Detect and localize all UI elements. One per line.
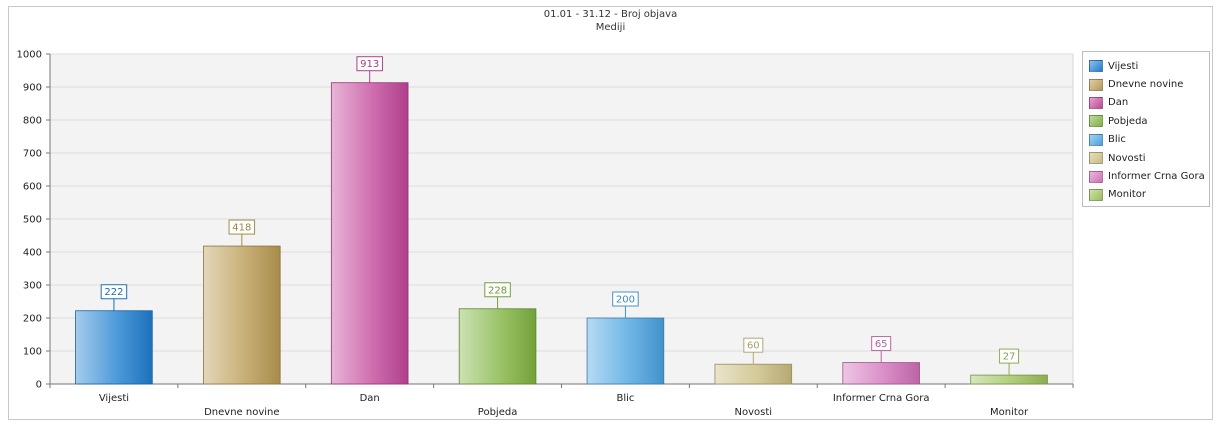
bar-dan (330, 82, 409, 385)
legend-label: Dan (1108, 97, 1129, 109)
legend-item: Informer Crna Gora (1089, 167, 1209, 185)
legend-label: Novosti (1108, 152, 1146, 164)
data-label: 228 (488, 285, 507, 296)
data-label-box (356, 56, 383, 72)
data-label-box (228, 219, 256, 235)
x-tick-label: Novosti (735, 407, 773, 418)
data-label-box (612, 291, 639, 307)
bar-monitor (970, 374, 1048, 385)
legend-swatch (1089, 78, 1103, 91)
data-label-box (100, 284, 128, 300)
y-tick-label: 1000 (17, 50, 42, 61)
axes: 0 100 200 300 400 500 600 700 800 900 1000 Vijesti D… (17, 50, 1074, 418)
y-tick-label: 300 (23, 281, 42, 292)
chart-title: 01.01 - 31.12 - Broj objava (543, 9, 678, 20)
x-tick-label: Monitor (990, 407, 1029, 418)
x-tick-label: Dnevne novine (204, 407, 279, 418)
legend-item: Dan (1089, 94, 1209, 112)
y-tick-label: 600 (23, 182, 42, 193)
y-tick-label: 200 (23, 314, 42, 325)
legend-item: Novosti (1089, 149, 1209, 167)
data-label: 222 (104, 287, 123, 298)
data-label: 418 (232, 223, 251, 234)
chart-subtitle: Mediji (595, 22, 626, 33)
legend-swatch (1089, 60, 1103, 73)
bar-vijesti (75, 310, 153, 385)
legend-item: Pobjeda (1089, 112, 1209, 130)
data-label: 27 (1003, 352, 1016, 363)
x-tick-label: Pobjeda (478, 407, 518, 418)
data-label: 913 (360, 59, 379, 70)
legend-label: Informer Crna Gora (1108, 171, 1205, 183)
data-label-box (871, 336, 892, 352)
legend-swatch (1089, 115, 1103, 128)
legend-swatch (1089, 170, 1103, 183)
bar-informer-crna-gora (842, 362, 920, 385)
bar-pobjeda (458, 308, 537, 385)
legend-item: Dnevne novine (1089, 75, 1209, 93)
legend-item: Blic (1089, 131, 1209, 149)
legend-item: Monitor (1089, 186, 1209, 204)
y-tick-label: 100 (23, 347, 42, 358)
legend: Vijesti Dnevne novine Dan Pobjeda Blic Novost… (1082, 51, 1210, 207)
legend-swatch (1089, 133, 1103, 146)
x-tick-label: Vijesti (99, 393, 129, 404)
legend-swatch (1089, 152, 1103, 165)
legend-label: Vijesti (1108, 60, 1139, 72)
data-label: 200 (616, 295, 635, 306)
y-tick-label: 500 (23, 215, 42, 226)
chart-header: 01.01 - 31.12 - Broj objava Mediji (0, 8, 1221, 34)
data-label-box (743, 337, 764, 353)
legend-swatch (1089, 96, 1103, 109)
legend-item: Vijesti (1089, 57, 1209, 75)
y-tick-label: 800 (23, 116, 42, 127)
data-label: 60 (747, 341, 760, 352)
y-tick-label: 900 (23, 83, 42, 94)
data-label-box (999, 348, 1020, 364)
legend-swatch (1089, 188, 1103, 201)
data-labels: 222 418 913 228 200 60 65 27 (100, 56, 1020, 376)
bar-dnevne-novine (203, 245, 281, 385)
bar-blic (586, 317, 665, 385)
legend-label: Dnevne novine (1108, 79, 1184, 91)
data-label: 65 (875, 339, 888, 350)
y-tick-label: 700 (23, 149, 42, 160)
bar-novosti (714, 363, 793, 385)
legend-label: Pobjeda (1108, 115, 1148, 127)
x-tick-label: Blic (616, 393, 634, 404)
y-tick-label: 0 (36, 380, 42, 391)
x-tick-label: Informer Crna Gora (833, 393, 930, 404)
legend-label: Blic (1108, 134, 1126, 146)
y-tick-label: 400 (23, 248, 42, 259)
x-tick-label: Dan (360, 393, 380, 404)
legend-label: Monitor (1108, 189, 1147, 201)
data-label-box (484, 282, 511, 298)
